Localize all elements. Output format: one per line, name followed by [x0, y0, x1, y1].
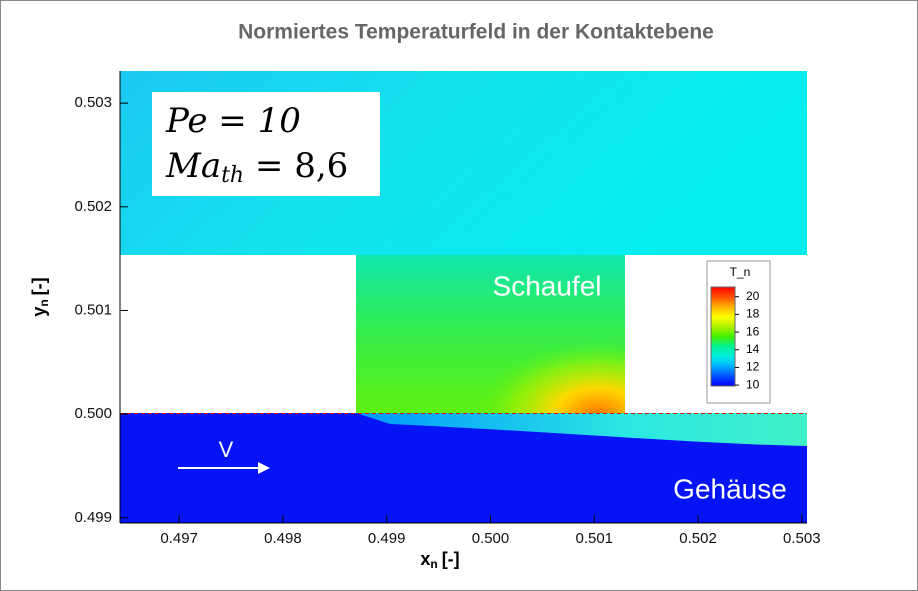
- colorbar-tick-label: 18: [746, 307, 760, 321]
- annotation-box: [152, 92, 380, 196]
- chart-title: Normiertes Temperaturfeld in der Kontakt…: [238, 21, 714, 44]
- x-label-unit: [-]: [442, 549, 460, 569]
- mach-rest: = 8,6: [244, 146, 348, 186]
- colorbar: [710, 286, 736, 387]
- y-tick-label: 0.499: [74, 509, 112, 526]
- colorbar-tick-label: 12: [746, 360, 760, 374]
- x-axis-label: xn [-]: [420, 549, 459, 571]
- mach: Math = 8,6: [165, 146, 348, 188]
- heat-band: [356, 413, 807, 446]
- y-tick-label: 0.503: [74, 94, 112, 111]
- y-label-base: y: [29, 307, 49, 317]
- x-tick-label: 0.500: [472, 530, 510, 547]
- colorbar-tick-label: 16: [746, 324, 760, 338]
- y-axis-label: yn [-]: [29, 277, 51, 316]
- void: [120, 255, 356, 413]
- peclet: Pe = 10: [165, 101, 301, 141]
- x-tick-label: 0.499: [368, 530, 406, 547]
- mach-sub: th: [221, 163, 244, 188]
- y-label-sub: n: [37, 299, 51, 306]
- x-tick-label: 0.498: [264, 530, 302, 547]
- y-tick-label: 0.500: [74, 405, 112, 422]
- x-tick-label: 0.497: [160, 530, 198, 547]
- y-tick-label: 0.501: [74, 301, 112, 318]
- mach-base: Ma: [165, 146, 221, 186]
- y-tick-label: 0.502: [74, 198, 112, 215]
- housing-label: Gehäuse: [673, 473, 787, 504]
- x-tick-label: 0.503: [783, 530, 821, 547]
- colorbar-title: T_n: [730, 265, 751, 279]
- blade-label: Schaufel: [493, 270, 602, 301]
- arrow-head: [258, 462, 270, 474]
- colorbar-tick-label: 10: [746, 377, 760, 391]
- velocity-label: V: [219, 437, 234, 462]
- x-label-sub: n: [430, 557, 437, 571]
- x-tick-label: 0.501: [575, 530, 613, 547]
- colorbar-tick-label: 20: [746, 289, 760, 303]
- x-tick-label: 0.502: [679, 530, 717, 547]
- x-label-base: x: [420, 549, 430, 569]
- hot-spot: [356, 255, 625, 413]
- y-label-unit: [-]: [29, 277, 49, 295]
- colorbar-tick-label: 14: [746, 342, 760, 356]
